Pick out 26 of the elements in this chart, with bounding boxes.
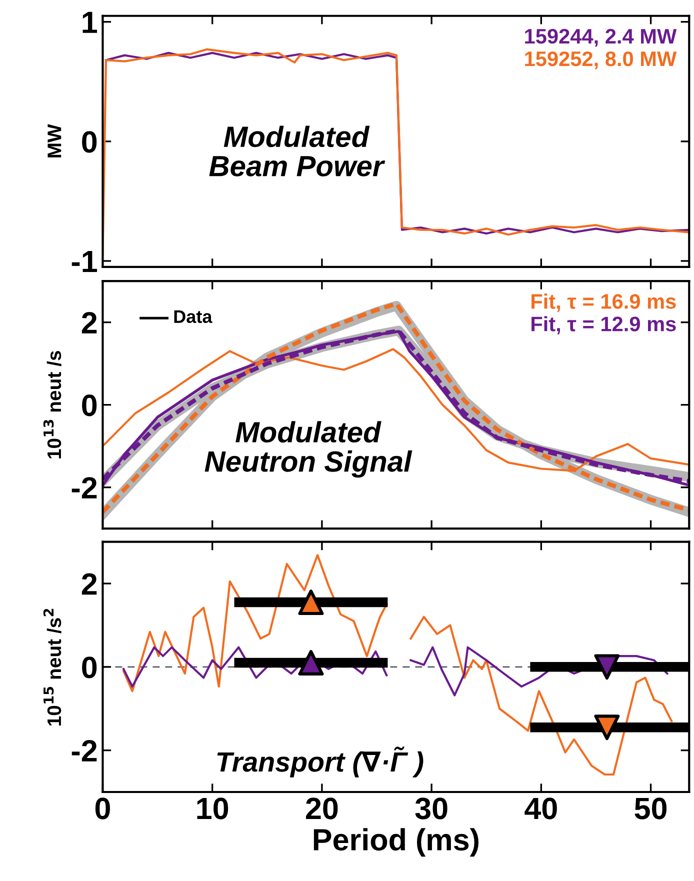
text: Fit, τ = 12.9 ms — [532, 316, 676, 334]
y-tick-label: -2 — [72, 740, 97, 762]
annotation: Data — [174, 310, 212, 324]
y-tick-label: 0 — [82, 656, 97, 678]
y-tick-label: 2 — [82, 312, 97, 334]
annotation: Transport (∇·Γ̃ ) — [217, 746, 424, 778]
text: 159244, 2.4 MW — [525, 28, 677, 47]
x-tick-label: 50 — [634, 798, 667, 820]
y-tick-label: 0 — [82, 131, 97, 153]
text: Fit, τ = 16.9 ms — [532, 294, 676, 312]
y-tick-label: -1 — [72, 251, 97, 272]
annotation: Modulated Neutron Signal — [204, 421, 412, 478]
y-axis-title: 10$^{15}$ neut /s$^{2}$ — [43, 608, 62, 726]
y-tick-label: 1 — [82, 12, 97, 33]
x-tick-label: 40 — [524, 798, 557, 820]
y-axis-title: 10$^{13}$ neut /s — [43, 351, 62, 458]
y-axis-title: MW — [48, 124, 62, 158]
x-tick-label: 20 — [306, 798, 338, 820]
y-tick-label: 0 — [82, 394, 97, 416]
y-tick-label: -2 — [72, 477, 97, 498]
y-tick-label: 2 — [82, 573, 97, 595]
annotation: Modulated Beam Power — [209, 126, 386, 176]
x-tick-label: 30 — [415, 798, 448, 820]
x-tick-label: 10 — [197, 798, 228, 820]
x-axis-title: Period (ms) — [314, 828, 478, 857]
text: 159252, 8.0 MW — [525, 51, 677, 70]
